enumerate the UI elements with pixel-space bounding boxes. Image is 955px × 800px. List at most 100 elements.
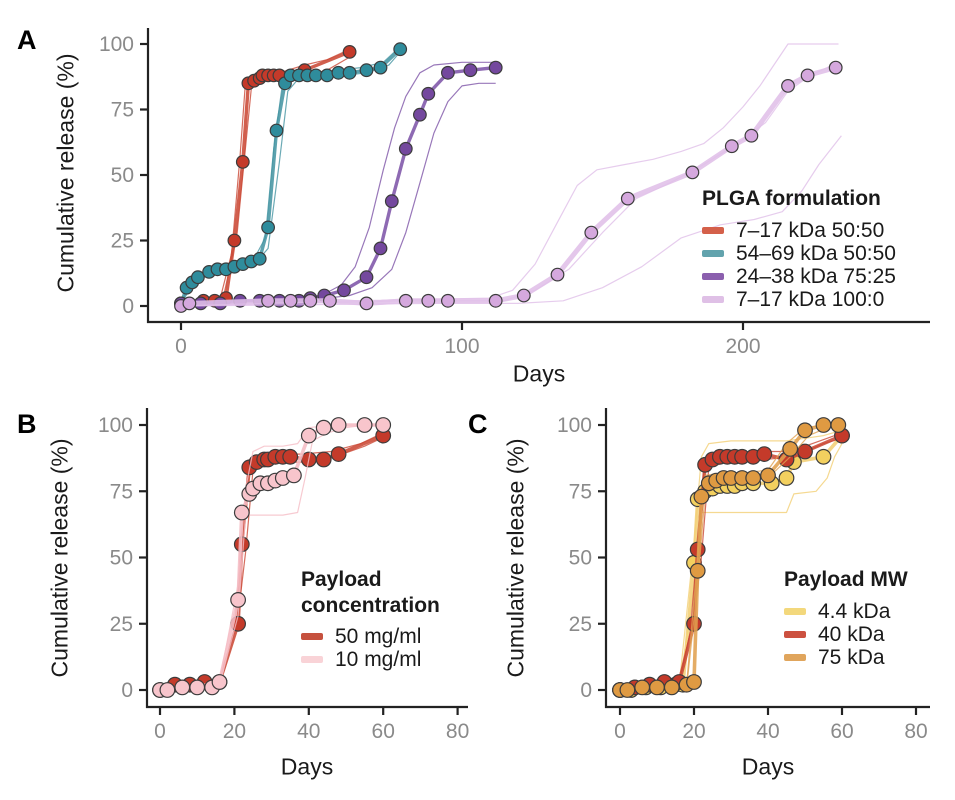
- data-point: [488, 60, 503, 75]
- data-point: [330, 417, 347, 433]
- data-point: [693, 488, 710, 505]
- y-tick-label: 50: [111, 164, 134, 187]
- data-point: [782, 441, 799, 457]
- replicate-line: [180, 43, 839, 307]
- legend-item: 7–17 kDa 50:50: [702, 219, 896, 242]
- series-7-17-kda-100-0: [174, 43, 843, 313]
- data-point: [393, 42, 408, 57]
- panel-a-letter: A: [17, 25, 37, 55]
- legend-label: 54–69 kDa 50:50: [736, 241, 896, 265]
- panel-b-legend-title-line2: concentration: [301, 593, 440, 617]
- x-tick-label: 20: [682, 720, 705, 743]
- x-tick-label: 0: [614, 720, 626, 743]
- data-point: [421, 86, 436, 101]
- data-point: [797, 422, 813, 439]
- data-point: [233, 504, 250, 521]
- data-point: [781, 78, 795, 93]
- data-point: [441, 293, 455, 308]
- data-point: [686, 674, 702, 690]
- data-point: [261, 220, 276, 235]
- x-tick-label: 100: [444, 335, 479, 358]
- x-tick-label: 200: [725, 335, 760, 358]
- panel-b-letter: B: [17, 409, 37, 439]
- data-point: [373, 241, 388, 256]
- data-point: [724, 139, 739, 154]
- y-tick-label: 75: [569, 480, 592, 503]
- x-tick-label: 60: [830, 720, 853, 743]
- data-point: [359, 270, 374, 285]
- data-point: [815, 448, 832, 465]
- data-point: [359, 63, 374, 78]
- legend-label: 24–38 kDa 75:25: [736, 264, 896, 288]
- panel-c-x-axis-title: Days: [741, 753, 795, 780]
- series-75-kda: [612, 417, 847, 698]
- legend-swatch: [784, 630, 806, 638]
- legend-item: 50 mg/ml: [301, 625, 440, 648]
- y-tick-label: 0: [580, 679, 592, 702]
- data-point: [756, 446, 773, 463]
- legend-label: 4.4 kDa: [818, 599, 891, 623]
- legend-swatch: [702, 249, 724, 257]
- data-point: [320, 68, 335, 83]
- data-point: [269, 123, 284, 138]
- y-tick-label: 75: [111, 99, 134, 122]
- legend-swatch: [784, 607, 806, 615]
- x-tick-label: 80: [446, 720, 469, 743]
- y-tick-label: 100: [557, 414, 592, 437]
- panel-c-letter: C: [468, 409, 488, 439]
- data-point: [337, 283, 351, 298]
- data-point: [300, 427, 317, 444]
- legend-item: 40 kDa: [784, 623, 908, 646]
- panel-C-plot: 0 20 40 60 80 0 25 50 75 100: [557, 408, 930, 743]
- panel-b-x-axis-title: Days: [280, 753, 334, 780]
- data-point: [828, 60, 843, 75]
- data-point: [190, 270, 205, 285]
- data-point: [315, 419, 332, 436]
- y-tick-label: 50: [110, 547, 133, 570]
- data-point: [182, 296, 197, 311]
- legend-item: 24–38 kDa 75:25: [702, 265, 896, 288]
- data-point: [330, 446, 347, 463]
- data-point: [375, 417, 392, 433]
- data-point: [189, 679, 206, 696]
- legend-label: 7–17 kDa 100:0: [736, 287, 885, 311]
- series-10-mg-ml: [152, 417, 392, 698]
- x-tick-label: 40: [297, 720, 320, 743]
- data-point: [373, 60, 388, 75]
- data-point: [463, 63, 478, 78]
- y-tick-label: 25: [569, 613, 592, 636]
- data-point: [384, 194, 399, 209]
- panel-a-legend: PLGA formulation 7–17 kDa 50:50 54–69 kD…: [702, 186, 896, 311]
- y-tick-label: 0: [121, 679, 133, 702]
- y-tick-label: 0: [122, 295, 134, 318]
- data-point: [227, 233, 242, 248]
- panel-a-y-axis-title: Cumulative release (%): [52, 53, 79, 293]
- legend-label: 7–17 kDa 50:50: [736, 218, 885, 242]
- data-point: [261, 293, 276, 308]
- data-point: [159, 682, 176, 698]
- data-point: [760, 467, 776, 484]
- panel-a-legend-title: PLGA formulation: [702, 187, 881, 210]
- data-point: [398, 141, 413, 156]
- panel-c-y-axis-title: Cumulative release (%): [502, 438, 529, 678]
- y-tick-label: 50: [569, 547, 592, 570]
- x-tick-label: 80: [904, 720, 927, 743]
- series-54-69-kda-50-50: [174, 42, 408, 311]
- panel-a-x-axis-title: Days: [512, 360, 566, 387]
- legend-item: 7–17 kDa 100:0: [702, 288, 896, 311]
- data-point: [488, 293, 503, 308]
- data-point: [315, 451, 332, 468]
- data-point: [303, 293, 318, 308]
- data-point: [283, 293, 298, 308]
- legend-item: 10 mg/ml: [301, 648, 440, 671]
- panel-c-legend: Payload MW 4.4 kDa 40 kDa 75 kDa: [784, 567, 908, 669]
- data-point: [689, 562, 706, 579]
- legend-swatch: [301, 633, 323, 641]
- replicate-line: [180, 135, 842, 307]
- legend-label: 50 mg/ml: [335, 625, 422, 649]
- panel-c-legend-title: Payload MW: [784, 568, 908, 591]
- data-point: [649, 679, 665, 696]
- y-tick-label: 25: [111, 230, 134, 253]
- panel-b-legend: Payload concentration 50 mg/ml 10 mg/ml: [301, 567, 440, 671]
